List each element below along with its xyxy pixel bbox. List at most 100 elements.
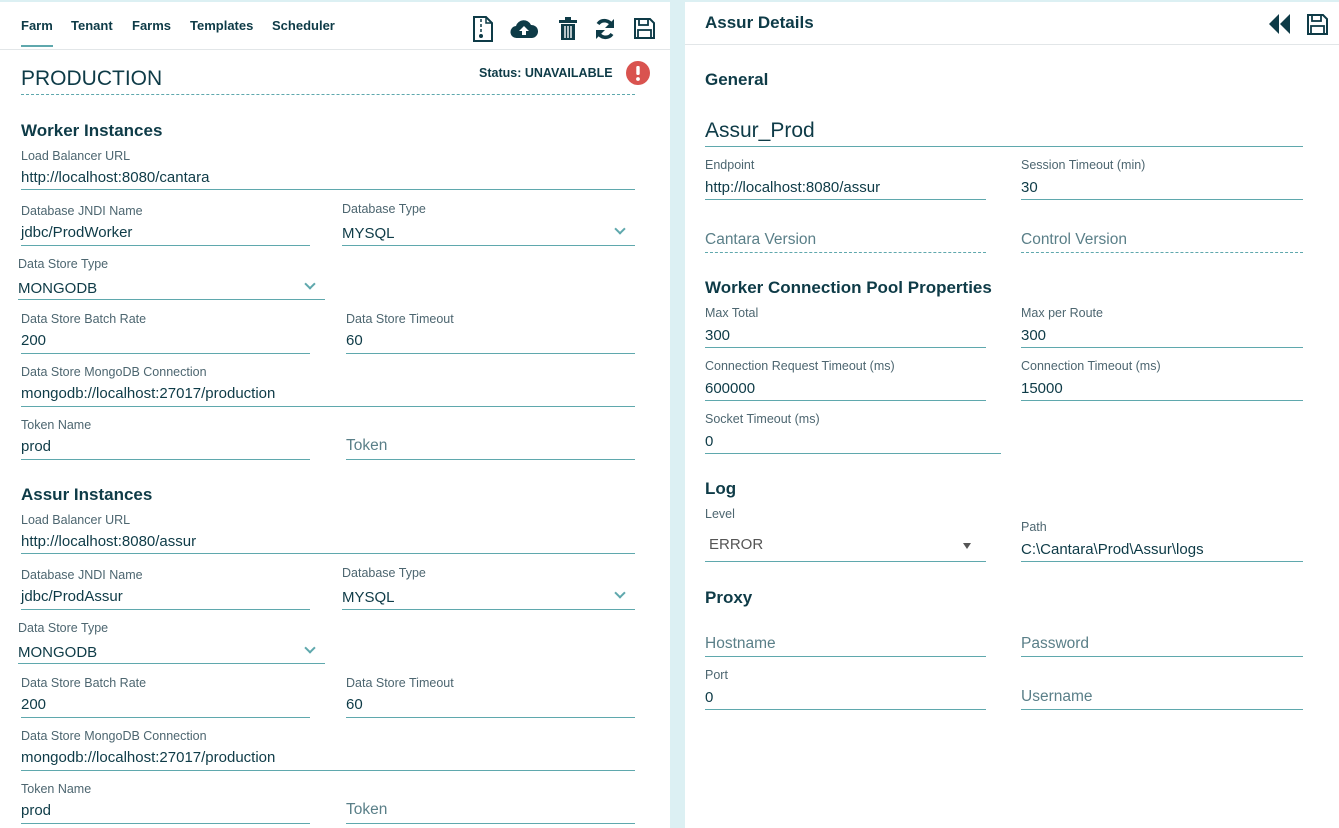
log-level-input[interactable] [705,561,986,562]
worker-mongo-value[interactable]: mongodb://localhost:27017/production [21,385,276,402]
assur-lb-url-label: Load Balancer URL [21,513,131,527]
session-timeout-value[interactable]: 30 [1021,179,1038,196]
worker-token-name-label: Token Name [21,418,92,432]
assur-section-heading: Assur Instances [21,485,153,504]
tab-scheduler[interactable]: Scheduler [272,18,335,33]
worker-db-type-value[interactable]: MYSQL [342,225,395,242]
proxy-hostname-placeholder[interactable]: Hostname [705,635,776,652]
zip-file-icon[interactable] [472,16,494,42]
cantara-version-placeholder[interactable]: Cantara Version [705,231,817,248]
chevron-down-icon[interactable] [304,278,316,290]
save-icon[interactable] [1307,14,1328,35]
assur-ds-type-value[interactable]: MONGODB [18,644,98,661]
socket-timeout-value[interactable]: 0 [705,433,714,450]
endpoint-value[interactable]: http://localhost:8080/assur [705,179,881,196]
worker-ds-type-value[interactable]: MONGODB [18,280,98,297]
assur-token-placeholder[interactable]: Token [346,801,388,818]
log-path-label: Path [1021,520,1047,534]
max-total-value[interactable]: 300 [705,327,731,344]
assur-batch-rate-input[interactable] [21,717,310,718]
connection-timeout-label: Connection Timeout (ms) [1021,359,1161,373]
assur-token-name-input[interactable] [21,823,310,824]
log-path-value[interactable]: C:\Cantara\Prod\Assur\logs [1021,541,1204,558]
tab-tenant[interactable]: Tenant [71,18,113,33]
save-icon[interactable] [634,18,655,39]
worker-batch-rate-value[interactable]: 200 [21,332,47,349]
control-version-input[interactable] [1021,252,1303,253]
assur-token-input[interactable] [346,823,635,824]
assur-ds-timeout-input[interactable] [346,717,635,718]
worker-ds-timeout-value[interactable]: 60 [346,332,363,349]
proxy-port-value[interactable]: 0 [705,689,714,706]
tab-farms[interactable]: Farms [132,18,172,33]
socket-timeout-input[interactable] [705,453,1001,454]
log-path-input[interactable] [1021,561,1303,562]
connection-request-timeout-value[interactable]: 600000 [705,380,756,397]
session-timeout-input[interactable] [1021,199,1303,200]
worker-token-placeholder[interactable]: Token [346,437,388,454]
assur-lb-url-value[interactable]: http://localhost:8080/assur [21,533,197,550]
assur-mongo-value[interactable]: mongodb://localhost:27017/production [21,749,276,766]
assur-db-type-value[interactable]: MYSQL [342,589,395,606]
assur-jndi-label: Database JNDI Name [21,568,143,582]
control-version-placeholder[interactable]: Control Version [1021,231,1127,248]
connection-request-timeout-input[interactable] [705,400,986,401]
proxy-username-input[interactable] [1021,709,1303,710]
assur-mongo-input[interactable] [21,770,635,771]
tab-farm[interactable]: Farm [21,18,53,47]
connection-timeout-value[interactable]: 15000 [1021,380,1063,397]
cantara-version-input[interactable] [705,252,986,253]
worker-batch-rate-input[interactable] [21,353,310,354]
worker-jndi-value[interactable]: jdbc/ProdWorker [21,224,133,241]
assur-lb-url-input[interactable] [21,553,635,554]
assur-name[interactable]: Assur_Prod [705,119,815,142]
trash-icon[interactable] [559,17,577,41]
proxy-port-input[interactable] [705,709,986,710]
assur-db-type-input[interactable] [342,609,635,610]
max-per-route-input[interactable] [1021,347,1303,348]
chevron-down-icon[interactable] [304,642,316,654]
tab-templates[interactable]: Templates [190,18,254,33]
log-level-value[interactable]: ERROR [709,536,764,553]
assur-jndi-input[interactable] [21,609,310,610]
worker-db-type-label: Database Type [342,202,426,216]
assur-ds-type-input[interactable] [18,663,325,664]
assur-batch-rate-value[interactable]: 200 [21,696,47,713]
tab-divider [0,49,670,50]
chevron-down-icon[interactable] [614,223,626,235]
proxy-username-placeholder[interactable]: Username [1021,688,1093,705]
assur-ds-timeout-value[interactable]: 60 [346,696,363,713]
worker-mongo-input[interactable] [21,406,635,407]
proxy-password-placeholder[interactable]: Password [1021,635,1090,652]
rewind-icon[interactable] [1269,14,1291,34]
max-total-label: Max Total [705,306,759,320]
assur-jndi-value[interactable]: jdbc/ProdAssur [21,588,123,605]
proxy-password-input[interactable] [1021,656,1303,657]
worker-ds-type-label: Data Store Type [18,257,109,271]
worker-ds-timeout-input[interactable] [346,353,635,354]
assur-token-name-value[interactable]: prod [21,802,52,819]
dropdown-arrow-icon[interactable] [963,543,971,549]
assur-name-underline [705,146,1303,147]
max-per-route-value[interactable]: 300 [1021,327,1047,344]
worker-db-type-input[interactable] [342,245,635,246]
details-header-divider [685,44,1339,45]
farm-name[interactable]: PRODUCTION [21,67,163,90]
refresh-icon[interactable] [594,17,616,41]
worker-token-name-value[interactable]: prod [21,438,52,455]
worker-jndi-input[interactable] [21,245,310,246]
max-per-route-label: Max per Route [1021,306,1103,320]
worker-ds-type-input[interactable] [18,299,325,300]
log-heading: Log [705,479,737,498]
connection-timeout-input[interactable] [1021,400,1303,401]
chevron-down-icon[interactable] [614,587,626,599]
worker-token-name-input[interactable] [21,459,310,460]
max-total-input[interactable] [705,347,986,348]
endpoint-input[interactable] [705,199,986,200]
worker-lb-url-value[interactable]: http://localhost:8080/cantara [21,169,210,186]
worker-token-input[interactable] [346,459,635,460]
worker-lb-url-input[interactable] [21,189,635,190]
assur-details-panel: Assur Details Assur_Prod General Endpoint… [685,2,1339,828]
proxy-hostname-input[interactable] [705,656,986,657]
cloud-upload-icon[interactable] [510,18,538,40]
